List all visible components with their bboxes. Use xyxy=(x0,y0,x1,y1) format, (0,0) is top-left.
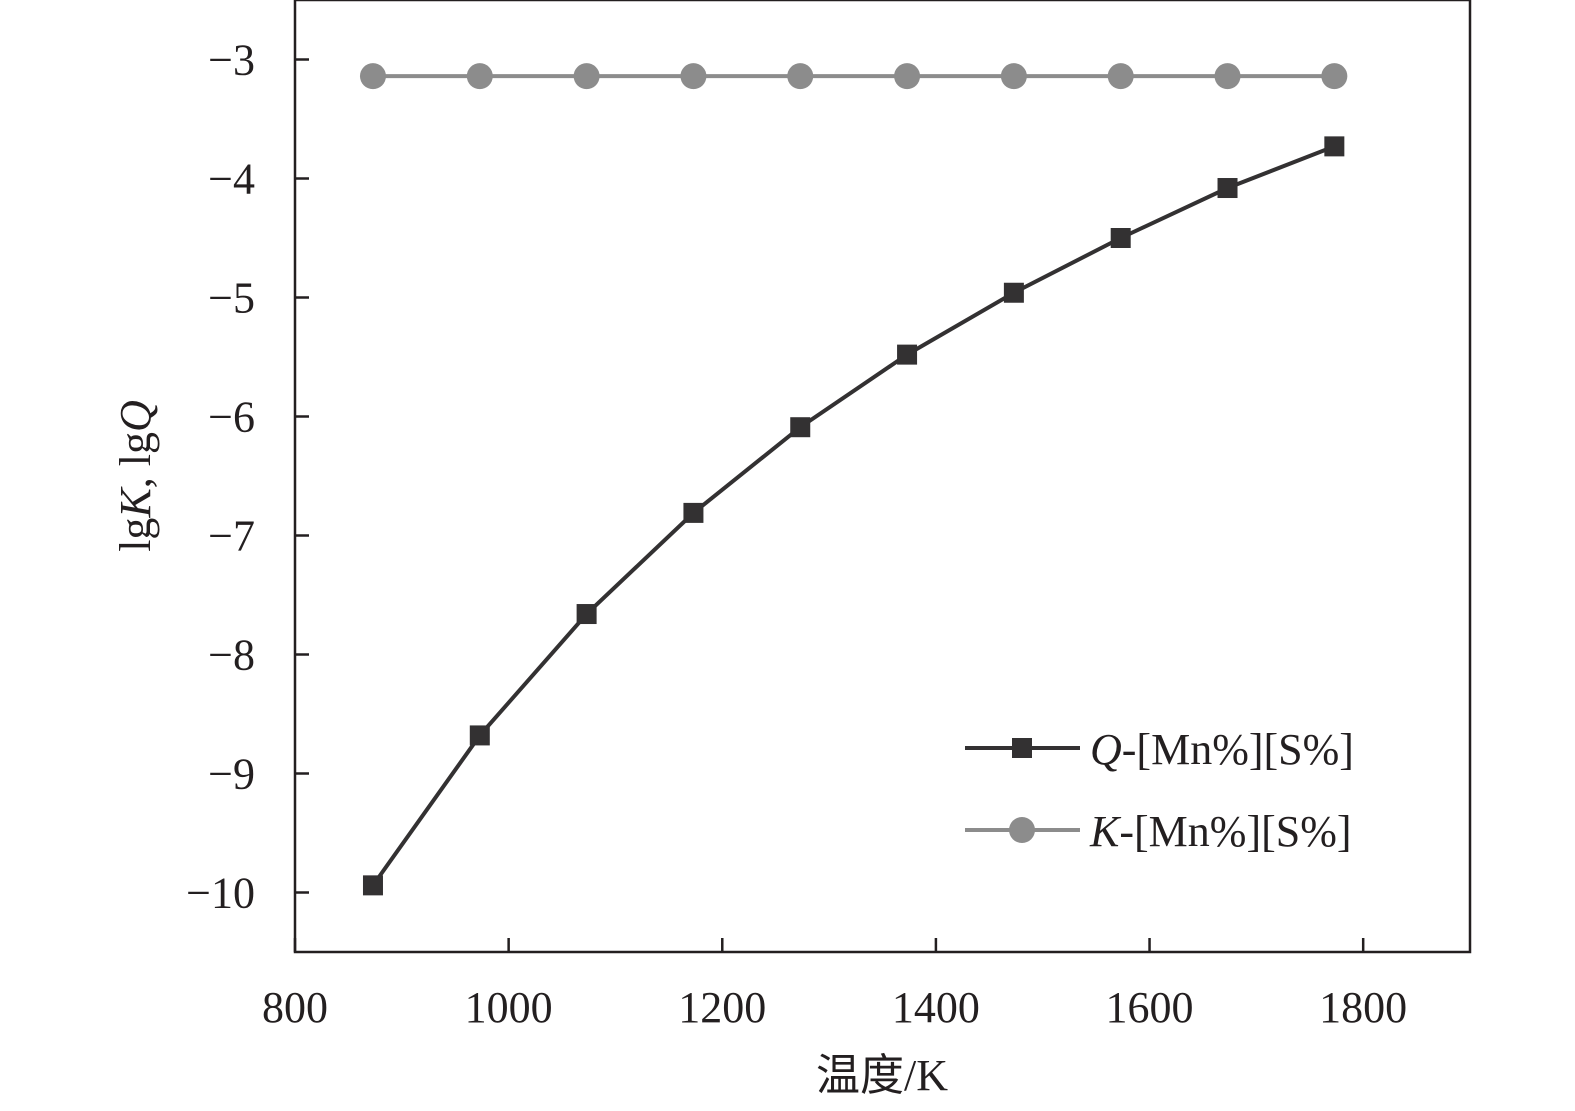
data-point xyxy=(362,875,383,896)
data-point xyxy=(576,604,597,625)
data-point xyxy=(683,502,704,523)
y-tick-label: −3 xyxy=(208,36,255,85)
legend: Q-[Mn%][S%] K-[Mn%][S%] xyxy=(965,725,1354,856)
data-point xyxy=(359,63,386,90)
y-tick-label: −4 xyxy=(208,155,255,204)
x-tick-label: 1200 xyxy=(678,983,766,1032)
y-tick-label: −10 xyxy=(186,869,255,918)
data-point xyxy=(897,344,918,365)
data-point xyxy=(1003,282,1024,303)
x-axis: 800 1000 1200 1400 1600 1800 xyxy=(262,938,1407,1032)
y-tick-label: −7 xyxy=(208,512,255,561)
x-tick-label: 800 xyxy=(262,983,328,1032)
data-point xyxy=(1324,136,1345,157)
y-tick-label: −5 xyxy=(208,274,255,323)
plot-frame xyxy=(293,0,1472,954)
data-point xyxy=(790,417,811,438)
y-tick-label: −6 xyxy=(208,393,255,442)
y-axis: −3 −4 −5 −6 −7 −8 −9 −10 xyxy=(186,36,309,918)
x-tick-label: 1600 xyxy=(1106,983,1194,1032)
data-point xyxy=(466,63,493,90)
data-point xyxy=(469,725,490,746)
data-point xyxy=(894,63,921,90)
data-point xyxy=(1110,228,1131,248)
legend-label: K-[Mn%][S%] xyxy=(1089,807,1352,856)
data-point xyxy=(680,63,707,90)
data-point xyxy=(1214,63,1241,90)
data-point xyxy=(1321,63,1348,90)
y-tick-label: −9 xyxy=(208,750,255,799)
x-tick-label: 1000 xyxy=(465,983,553,1032)
data-point xyxy=(787,63,814,90)
x-tick-label: 1400 xyxy=(892,983,980,1032)
data-point xyxy=(1107,63,1134,90)
legend-label: Q-[Mn%][S%] xyxy=(1090,725,1354,774)
y-tick-label: −8 xyxy=(208,631,255,680)
y-axis-label: lgK, lgQ xyxy=(111,400,160,552)
x-tick-label: 1800 xyxy=(1319,983,1407,1032)
series-group xyxy=(359,63,1348,896)
data-point xyxy=(1000,63,1027,90)
legend-marker xyxy=(1012,738,1032,758)
data-point xyxy=(573,63,600,90)
legend-marker xyxy=(1009,817,1035,843)
series-line xyxy=(371,144,1336,887)
x-axis-label: 温度/K xyxy=(816,1051,948,1100)
data-point xyxy=(1217,178,1238,199)
